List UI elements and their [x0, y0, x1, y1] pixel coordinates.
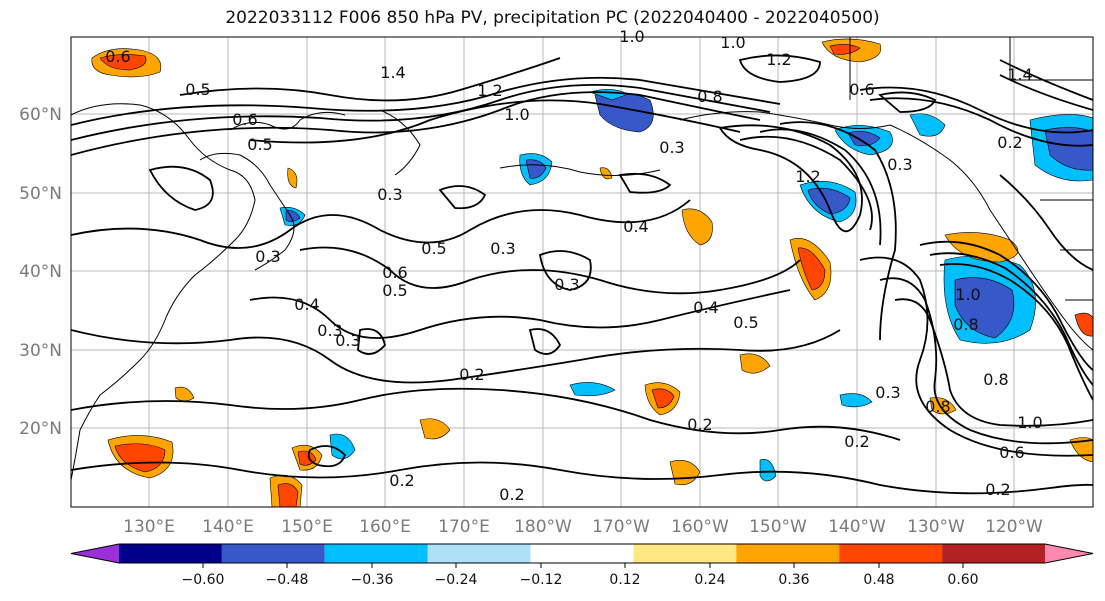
contour-label: 0.6: [105, 47, 130, 66]
pv-contours: [71, 54, 1093, 495]
contour-label: 0.6: [849, 80, 874, 99]
colorbar-segment: [71, 544, 119, 563]
contour-label: 0.6: [382, 263, 407, 282]
lon-label: 130°E: [123, 517, 175, 537]
contour-label: 1.0: [720, 33, 745, 52]
coastlines: [71, 37, 1093, 481]
colorbar-tick-label: 0.12: [609, 572, 640, 588]
contour-label: 1.0: [504, 105, 529, 124]
colorbar-tick-label: −0.24: [435, 572, 478, 588]
colorbar-segment: [530, 544, 634, 563]
contour-label: 1.2: [795, 167, 820, 186]
contour-label: 0.5: [247, 135, 272, 154]
contour-label: 0.4: [623, 217, 648, 236]
colorbar-segment: [1045, 544, 1093, 563]
contour-label: 0.3: [317, 321, 342, 340]
contour-label: 1.4: [380, 63, 405, 82]
colorbar-tick-label: −0.12: [520, 572, 563, 588]
lat-label: 40°N: [19, 262, 62, 282]
lon-label: 180°W: [514, 517, 572, 537]
longitude-labels: 130°E 140°E 150°E 160°E 170°E 180°W 170°…: [123, 517, 1043, 537]
contour-label: 0.6: [232, 110, 257, 129]
contour-label: 0.3: [554, 275, 579, 294]
colorbar-segment: [942, 544, 1045, 563]
contour-label: 0.2: [687, 415, 712, 434]
contour-label: 0.2: [844, 432, 869, 451]
contour-label: 0.5: [185, 80, 210, 99]
colorbar-segments: [70, 543, 1094, 564]
lon-label: 130°W: [907, 517, 965, 537]
contour-label: 0.6: [999, 443, 1024, 462]
contour-label: 0.3: [887, 155, 912, 174]
contour-label: 0.2: [389, 471, 414, 490]
contour-label: 0.8: [697, 87, 722, 106]
lat-label: 20°N: [19, 419, 62, 439]
colorbar-tick-label: −0.36: [351, 572, 394, 588]
contour-label: 0.8: [925, 397, 950, 416]
contour-label: 0.2: [459, 365, 484, 384]
contour-label: 0.3: [335, 331, 360, 350]
contour-label: 0.4: [294, 295, 319, 314]
colorbar-segment: [633, 544, 737, 563]
contour-label: 0.2: [985, 480, 1010, 499]
precip-shading: [91, 38, 1093, 507]
contour-label: 0.3: [875, 383, 900, 402]
contour-label: 1.2: [477, 81, 502, 100]
map-title: 2022033112 F006 850 hPa PV, precipitatio…: [225, 8, 880, 28]
lat-label: 50°N: [19, 184, 62, 204]
colorbar-tick-label: 0.48: [863, 572, 894, 588]
lon-label: 150°W: [749, 517, 807, 537]
lon-label: 140°W: [828, 517, 886, 537]
latitude-labels: 60°N 50°N 40°N 30°N 20°N: [19, 105, 62, 439]
contour-labels: 0.6 0.5 1.4 1.2 1.0 1.0 1.2 0.8 1.4 0.6 …: [105, 27, 1042, 504]
colorbar-tick-labels: −0.60 −0.48 −0.36 −0.24 −0.12 0.12 0.24 …: [182, 572, 979, 588]
contour-label: 0.3: [255, 247, 280, 266]
contour-label: 0.4: [693, 298, 718, 317]
contour-label: 0.3: [490, 239, 515, 258]
colorbar-segment: [427, 544, 531, 563]
contour-label: 1.0: [955, 285, 980, 304]
contour-label: 0.3: [659, 138, 684, 157]
lat-label: 30°N: [19, 341, 62, 361]
map-area: [71, 37, 1093, 507]
colorbar-outline: [70, 543, 1094, 564]
contour-label: 0.8: [983, 370, 1008, 389]
lon-label: 170°E: [438, 517, 490, 537]
lon-label: 160°E: [359, 517, 411, 537]
contour-label: 1.0: [1017, 413, 1042, 432]
colorbar: −0.60 −0.48 −0.36 −0.24 −0.12 0.12 0.24 …: [70, 543, 1094, 588]
colorbar-tick-label: 0.36: [778, 572, 809, 588]
contour-label: 0.3: [377, 185, 402, 204]
colorbar-segment: [324, 544, 428, 563]
contour-label: 0.2: [997, 133, 1022, 152]
contour-label: 0.2: [499, 485, 524, 504]
colorbar-segment: [119, 544, 222, 563]
lon-label: 170°W: [592, 517, 650, 537]
lat-label: 60°N: [19, 105, 62, 125]
map-frame: [70, 36, 1094, 508]
lon-label: 120°W: [985, 517, 1043, 537]
contour-label: 0.5: [733, 313, 758, 332]
contour-label: 0.5: [421, 239, 446, 258]
contour-label: 1.2: [766, 50, 791, 69]
contour-label: 1.4: [1007, 65, 1032, 84]
colorbar-tick-label: −0.60: [182, 572, 225, 588]
colorbar-segment: [736, 544, 840, 563]
colorbar-segment: [221, 544, 325, 563]
lon-label: 160°W: [671, 517, 729, 537]
contour-label: 0.5: [382, 281, 407, 300]
contour-label: 1.0: [619, 27, 644, 46]
colorbar-segment: [839, 544, 943, 563]
colorbar-tick-label: 0.60: [947, 572, 978, 588]
contour-label: 0.8: [953, 315, 978, 334]
lon-label: 140°E: [202, 517, 254, 537]
colorbar-tick-label: 0.24: [694, 572, 725, 588]
colorbar-ticks: [202, 563, 964, 568]
colorbar-tick-label: −0.48: [266, 572, 309, 588]
lon-label: 150°E: [281, 517, 333, 537]
